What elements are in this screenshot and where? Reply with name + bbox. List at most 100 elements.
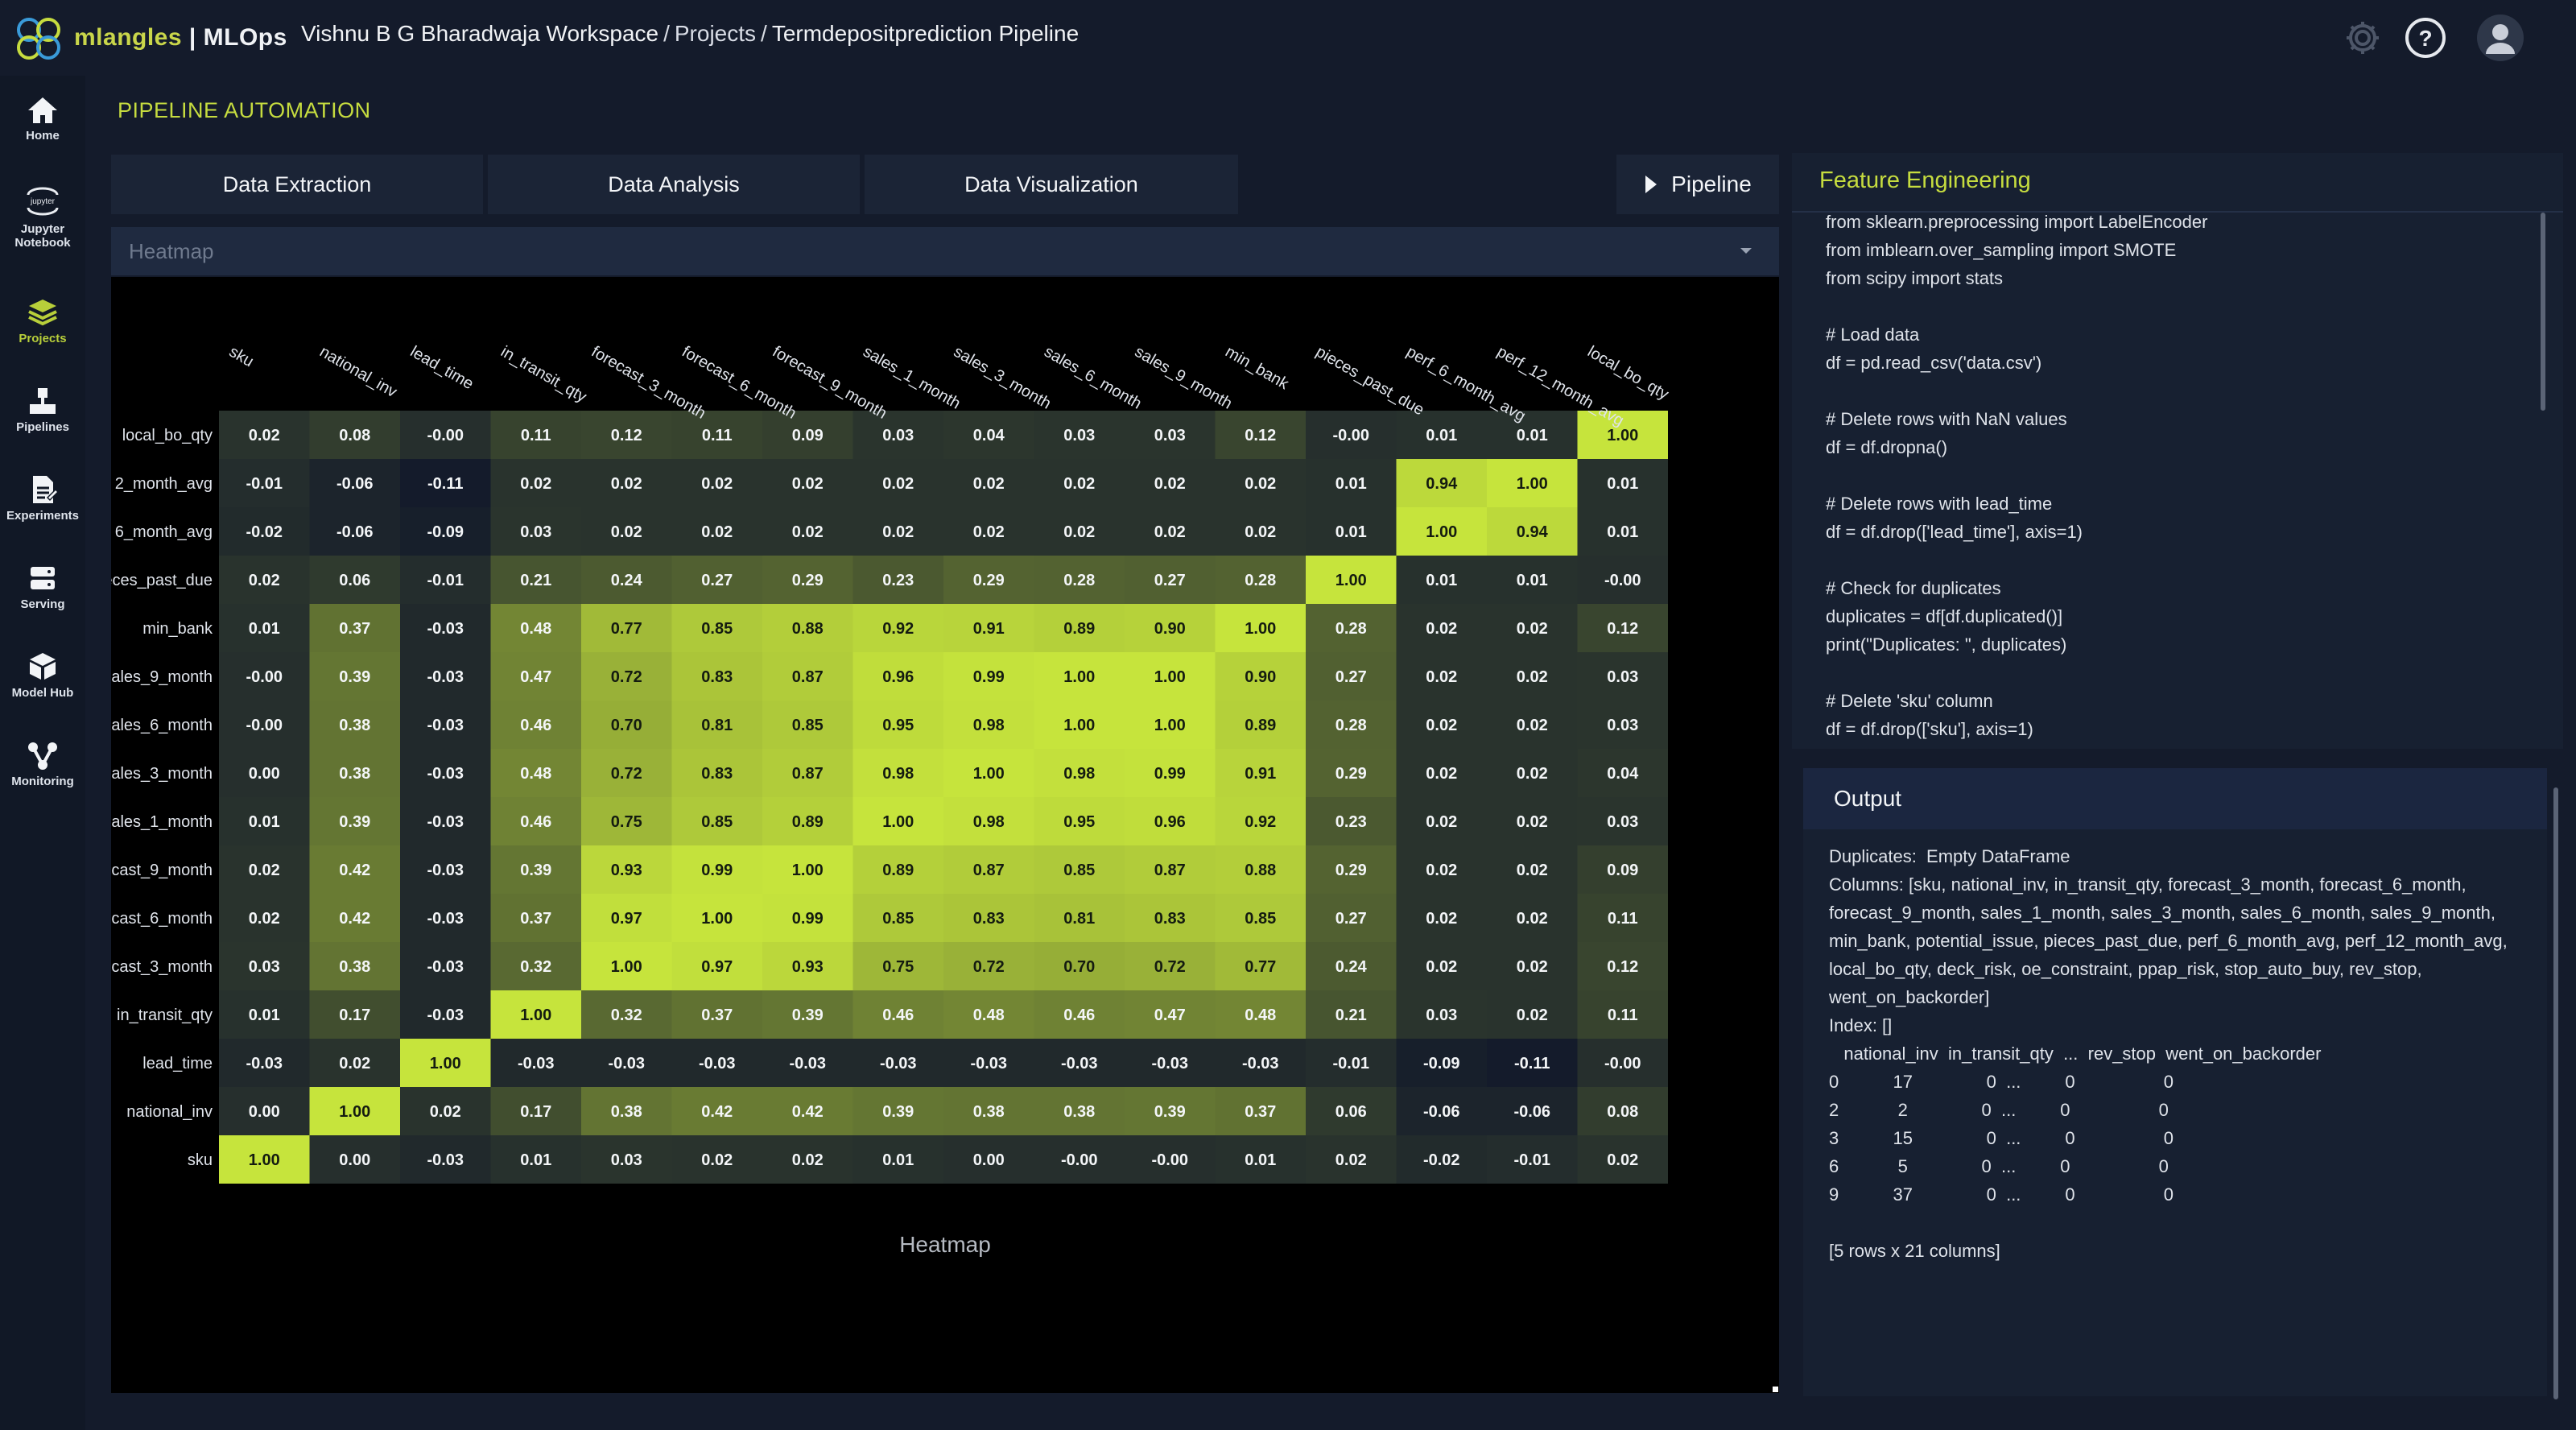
heatmap-cell: [943, 1135, 1034, 1184]
tab-data-extraction[interactable]: Data Extraction: [111, 155, 483, 214]
heatmap-cell: [671, 1135, 762, 1184]
sidebar-item-label: Notebook: [14, 236, 71, 250]
heatmap-cell-label: 0.98: [1063, 765, 1095, 783]
heatmap-cell-label: 0.85: [1063, 862, 1095, 879]
tab-data-visualization[interactable]: Data Visualization: [865, 155, 1238, 214]
heatmap-cell-label: 0.91: [1245, 765, 1276, 783]
heatmap-cell: [581, 1135, 672, 1184]
heatmap-cell-label: 0.37: [1245, 1103, 1276, 1121]
heatmap-cell-label: 1.00: [1426, 523, 1457, 541]
breadcrumb-workspace[interactable]: Vishnu B G Bharadwaja Workspace: [301, 21, 659, 46]
heatmap-cell: [490, 797, 581, 845]
heatmap-cell-label: 0.03: [1607, 813, 1638, 831]
heatmap-cell: [762, 411, 853, 459]
heatmap-cell: [852, 1135, 943, 1184]
sidebar-item-monitoring[interactable]: Monitoring: [0, 739, 85, 788]
heatmap-cell: [943, 990, 1034, 1039]
heatmap-cell: [1487, 990, 1578, 1039]
heatmap-cell-label: -0.03: [427, 717, 464, 734]
sidebar-item-experiments[interactable]: Experiments: [0, 473, 85, 523]
heatmap-y-label: national_inv: [126, 1103, 213, 1121]
heatmap-cell-label: 0.99: [792, 910, 824, 928]
heatmap-cell-label: 1.00: [1063, 668, 1095, 686]
heatmap-cell-label: -0.03: [427, 1151, 464, 1169]
heatmap-cell-label: -0.03: [427, 910, 464, 928]
heatmap-cell: [1396, 749, 1487, 797]
heatmap-cell-label: 0.02: [611, 523, 642, 541]
heatmap-cell-label: -0.00: [1332, 427, 1369, 444]
heatmap-cell: [1577, 1039, 1668, 1087]
heatmap-cell-label: 0.85: [701, 620, 733, 638]
heatmap-cell: [581, 1039, 672, 1087]
heatmap-cell: [943, 1087, 1034, 1135]
page-title: PIPELINE AUTOMATION: [118, 98, 371, 122]
heatmap-cell-label: 0.46: [520, 717, 551, 734]
heatmap-cell-label: 0.27: [1335, 668, 1367, 686]
heatmap-cell-label: 0.00: [249, 1103, 280, 1121]
feature-engineering-panel: Feature Engineering from sklearn.preproc…: [1792, 153, 2563, 749]
sidebar-item-pipelines[interactable]: Pipelines: [0, 385, 85, 434]
heatmap-cell-label: 0.03: [520, 523, 551, 541]
heatmap-cell: [1306, 1039, 1397, 1087]
sidebar-item-serving[interactable]: Serving: [0, 562, 85, 611]
heatmap-cell: [309, 1087, 400, 1135]
brand-logo[interactable]: mlangles | MLOps: [11, 10, 287, 66]
heatmap-cell-label: 0.32: [611, 1006, 642, 1024]
heatmap-cell: [671, 749, 762, 797]
sidebar-item-model-hub[interactable]: Model Hub: [0, 651, 85, 700]
resize-handle[interactable]: [1773, 1387, 1778, 1392]
heatmap-cell-label: 0.28: [1063, 572, 1095, 589]
heatmap-cell: [1577, 1087, 1668, 1135]
heatmap-cell: [671, 942, 762, 990]
heatmap-cell: [490, 459, 581, 507]
feature-engineering-code[interactable]: from sklearn.preprocessing import LabelE…: [1826, 212, 2208, 739]
pipelines-icon: [30, 388, 56, 414]
heatmap-cell: [852, 652, 943, 701]
help-icon[interactable]: ?: [2404, 16, 2447, 60]
heatmap-cell-label: 0.02: [1426, 910, 1457, 928]
heatmap-cell-label: 0.96: [1154, 813, 1186, 831]
heatmap-cell-label: -0.03: [789, 1055, 826, 1072]
heatmap-cell: [1577, 942, 1668, 990]
heatmap-cell: [1396, 1039, 1487, 1087]
chart-type-select[interactable]: Heatmap: [111, 227, 1779, 275]
heatmap-cell-label: 0.02: [1517, 765, 1548, 783]
heatmap-cell: [762, 1039, 853, 1087]
heatmap-cell: [671, 894, 762, 942]
heatmap-cell: [1577, 701, 1668, 749]
output-scrollbar[interactable]: [2553, 787, 2558, 1399]
user-avatar-icon[interactable]: [2476, 14, 2524, 62]
gear-icon[interactable]: [2341, 16, 2384, 60]
heatmap-cell-label: 1.00: [430, 1055, 461, 1072]
heatmap-cell: [671, 845, 762, 894]
heatmap-cell-label: 0.89: [1245, 717, 1276, 734]
heatmap-cell-label: 0.01: [1335, 475, 1367, 493]
breadcrumb-projects[interactable]: Projects: [674, 21, 757, 46]
heatmap-cell: [490, 845, 581, 894]
heatmap-cell: [581, 894, 672, 942]
heatmap-cell: [581, 749, 672, 797]
heatmap-cell-label: 0.99: [1154, 765, 1186, 783]
heatmap-cell: [943, 701, 1034, 749]
heatmap-cell: [1034, 701, 1125, 749]
heatmap-cell-label: 0.27: [1154, 572, 1186, 589]
code-scrollbar[interactable]: [2541, 213, 2545, 411]
heatmap-x-label: sales_6_month: [1041, 343, 1144, 413]
heatmap-cell: [1577, 894, 1668, 942]
tab-data-analysis[interactable]: Data Analysis: [488, 155, 860, 214]
heatmap-cell: [1034, 1135, 1125, 1184]
heatmap-cell-label: 0.72: [611, 668, 642, 686]
heatmap-cell-label: 0.12: [611, 427, 642, 444]
run-pipeline-button[interactable]: Pipeline: [1616, 155, 1779, 214]
sidebar-item-projects[interactable]: Projects: [0, 296, 85, 345]
sidebar-item-label: Model Hub: [11, 686, 74, 700]
heatmap-cell: [219, 894, 310, 942]
heatmap-cell-label: 1.00: [249, 1151, 280, 1169]
heatmap-cell-label: -0.03: [1242, 1055, 1279, 1072]
heatmap-cell-label: -0.03: [699, 1055, 736, 1072]
heatmap-cell: [400, 990, 491, 1039]
heatmap-cell: [671, 604, 762, 652]
sidebar-item-jupyter-notebook[interactable]: jupyter Jupyter Notebook: [0, 182, 85, 250]
heatmap-y-label: ales_9_month: [111, 668, 213, 686]
sidebar-item-home[interactable]: Home: [0, 95, 85, 143]
